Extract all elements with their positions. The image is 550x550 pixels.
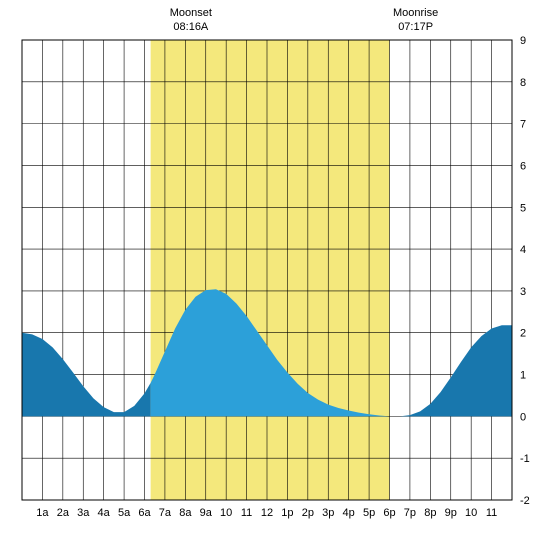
y-tick-label: 8: [520, 77, 526, 89]
moonset-label: Moonset: [170, 7, 212, 19]
moonrise-label: Moonrise: [393, 7, 438, 19]
x-tick-label: 7p: [404, 507, 416, 519]
tide-chart: 1a2a3a4a5a6a7a8a9a1011121p2p3p4p5p6p7p8p…: [0, 0, 550, 550]
x-tick-label: 4p: [343, 507, 355, 519]
chart-svg: 1a2a3a4a5a6a7a8a9a1011121p2p3p4p5p6p7p8p…: [0, 0, 550, 550]
x-tick-label: 3a: [77, 507, 90, 519]
x-tick-label: 11: [241, 507, 252, 519]
x-tick-label: 8a: [179, 507, 192, 519]
y-tick-label: 0: [520, 411, 526, 423]
x-tick-label: 9p: [445, 507, 457, 519]
y-tick-label: 5: [520, 202, 526, 214]
x-tick-label: 6p: [383, 507, 395, 519]
x-tick-label: 10: [220, 507, 232, 519]
x-tick-label: 5a: [118, 507, 131, 519]
x-tick-label: 11: [486, 507, 497, 519]
x-tick-label: 2p: [302, 507, 314, 519]
y-tick-label: 2: [520, 328, 526, 340]
x-tick-label: 2a: [57, 507, 70, 519]
y-tick-label: -2: [520, 495, 530, 507]
x-tick-label: 6a: [138, 507, 151, 519]
x-tick-label: 1a: [36, 507, 49, 519]
x-tick-label: 4a: [98, 507, 111, 519]
x-tick-label: 12: [261, 507, 273, 519]
moonset-time: 08:16A: [173, 21, 209, 33]
x-tick-label: 10: [465, 507, 477, 519]
y-tick-label: 3: [520, 286, 526, 298]
x-tick-label: 1p: [281, 507, 293, 519]
y-tick-label: 7: [520, 119, 526, 131]
x-tick-label: 3p: [322, 507, 334, 519]
x-tick-label: 8p: [424, 507, 436, 519]
y-tick-label: 4: [520, 244, 526, 256]
y-tick-label: -1: [520, 453, 530, 465]
x-tick-label: 5p: [363, 507, 375, 519]
y-tick-label: 6: [520, 160, 526, 172]
y-tick-label: 9: [520, 35, 526, 47]
x-tick-label: 9a: [200, 507, 213, 519]
y-tick-label: 1: [520, 370, 526, 382]
x-tick-label: 7a: [159, 507, 172, 519]
moonrise-time: 07:17P: [398, 21, 433, 33]
daylight-band: [151, 40, 390, 500]
